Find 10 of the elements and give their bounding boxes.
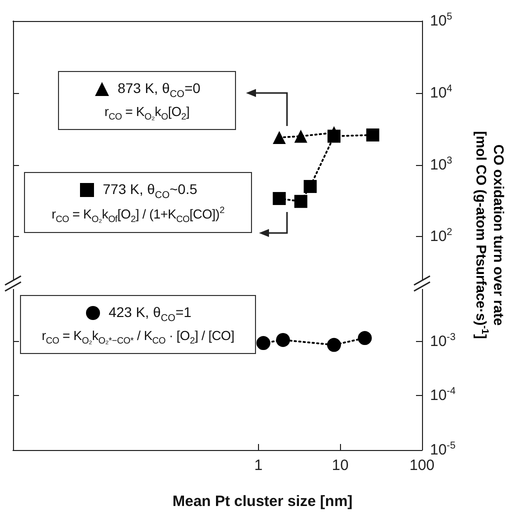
legend-label: 873 K, θ$_{CO}$=0 <box>116 80 202 100</box>
legend-label: 773 K, θ$_{CO}$~0.5 <box>102 181 198 201</box>
x-tick-label: 10 <box>332 457 349 474</box>
x-tick-label: 100 <box>409 457 435 474</box>
x-tick-label: 1 <box>254 457 263 474</box>
formula-box: 873 K, θ$_{CO}$=0 r$_{CO}$ = K$_{O₂}$k$_{O}$[O$_{2}$] <box>58 71 236 130</box>
legend-label: 423 K, θ$_{CO}$=1 <box>108 304 192 324</box>
formula-box: 773 K, θ$_{CO}$~0.5 r$_{CO}$ = K$_{O₂}$k$_{Of}$[O$_{2}$] / (1+K$_{CO}$[CO])$^{2}$ <box>24 172 252 233</box>
formula-box: 423 K, θ$_{CO}$=1 r$_{CO}$ = K$_{O₂}$k$_{O₂*−CO*}$ / K$_{CO}$ · [O$_{2}$] / [CO] <box>20 295 256 354</box>
x-axis-title: Mean Pt cluster size [nm] <box>172 493 353 510</box>
